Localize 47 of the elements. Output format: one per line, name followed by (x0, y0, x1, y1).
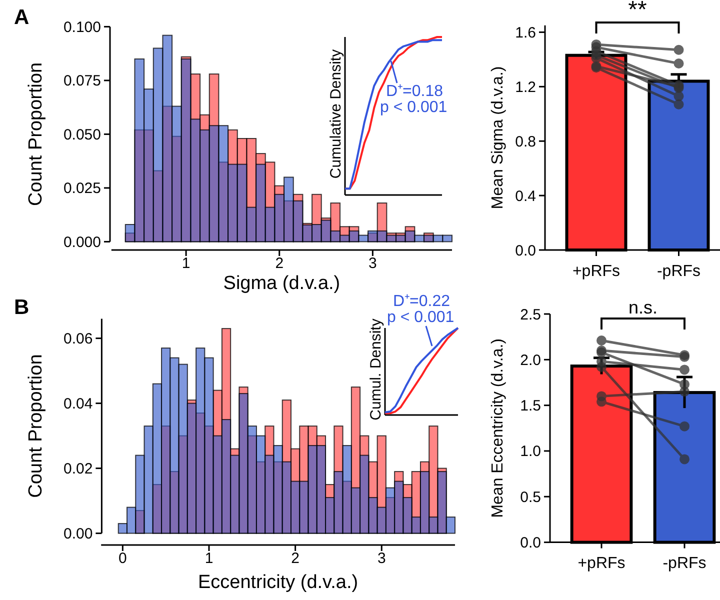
text: D⁺=0.22 (393, 293, 450, 310)
y-tick-label: 0.025 (63, 180, 101, 198)
annotation: p < 0.001 (387, 309, 454, 326)
x-axis-title: Eccentricity (d.v.a.) (198, 572, 358, 593)
y-tick-label: 0.5 (520, 488, 541, 506)
y-axis-title: Mean Sigma (d.v.a.) (490, 66, 507, 210)
y-tick-label: 0.0 (515, 242, 536, 260)
y-tick-label: 2.0 (520, 352, 541, 369)
x-tick-label: -pRFs (662, 555, 706, 572)
y-tick-label: 0.0 (520, 534, 541, 552)
annotation: D⁺=0.18 (386, 83, 444, 100)
x-tick-label: 3 (377, 550, 386, 567)
y-tick-label: 1.0 (520, 443, 541, 460)
y-tick-label: 1.6 (515, 24, 536, 42)
y-tick-label: 0.000 (63, 234, 101, 251)
x-tick-label: 2 (291, 550, 300, 567)
y-tick-label: 2.5 (520, 306, 541, 324)
y-tick-label: 1.5 (520, 398, 541, 415)
y-tick-label: 0.050 (63, 126, 101, 144)
x-tick-label: 0 (118, 550, 127, 567)
y-tick-label: 0.8 (515, 133, 536, 150)
y-axis-title: Count Proportion (26, 62, 47, 206)
x-tick-label: -pRFs (656, 263, 701, 280)
y-axis-title: Count Proportion (26, 354, 47, 498)
y-tick-label: 0.00 (63, 526, 93, 543)
y-tick-label: 0.4 (515, 188, 536, 205)
text: A (14, 6, 30, 29)
x-tick-label: 1 (182, 255, 190, 272)
y-axis-title: Mean Eccentricity (d.v.a.) (490, 338, 507, 518)
x-tick-label: +pRFs (572, 263, 620, 280)
y-tick-label: 0.04 (63, 396, 93, 413)
annotation: p < 0.001 (380, 99, 448, 116)
y-axis-title: Cumul. Density (367, 318, 384, 420)
y-tick-label: 1.2 (515, 78, 536, 96)
y-tick-label: 0.100 (63, 18, 101, 36)
x-axis-title: Sigma (d.v.a.) (223, 273, 340, 294)
y-axis-title: Cumulative Density (327, 48, 344, 179)
x-tick-label: 1 (204, 550, 214, 567)
y-tick-label: 0.02 (63, 460, 93, 478)
y-tick-label: 0.075 (63, 72, 101, 90)
x-tick-label: 3 (368, 255, 377, 272)
y-tick-label: 0.06 (63, 330, 93, 348)
annotation: n.s. (628, 297, 658, 318)
text: B (14, 296, 30, 319)
x-tick-label: 2 (275, 255, 284, 272)
x-tick-label: +pRFs (578, 555, 626, 572)
text: ** (628, 0, 647, 24)
